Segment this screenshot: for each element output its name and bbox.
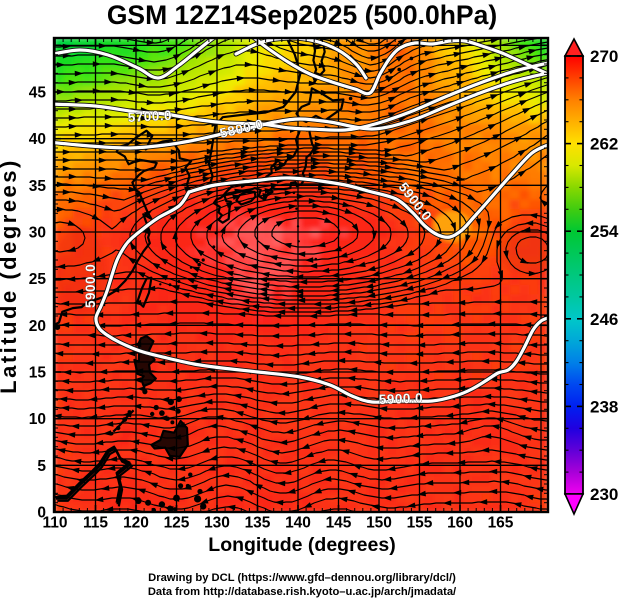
svg-text:Longitude (degrees): Longitude (degrees) bbox=[208, 534, 395, 556]
svg-text:120: 120 bbox=[123, 515, 149, 532]
svg-text:20: 20 bbox=[29, 318, 46, 335]
svg-text:160: 160 bbox=[447, 515, 473, 532]
svg-text:35: 35 bbox=[29, 178, 47, 195]
svg-text:Drawing by DCL (https://www.gf: Drawing by DCL (https://www.gfd–dennou.o… bbox=[148, 572, 456, 584]
svg-text:5900.0: 5900.0 bbox=[83, 264, 98, 308]
svg-text:40: 40 bbox=[29, 131, 46, 148]
svg-text:230: 230 bbox=[590, 485, 618, 504]
svg-text:262: 262 bbox=[590, 135, 618, 154]
svg-text:5900.0: 5900.0 bbox=[379, 390, 424, 407]
svg-text:Latitude (degrees): Latitude (degrees) bbox=[0, 158, 21, 394]
svg-text:110: 110 bbox=[42, 515, 67, 532]
svg-text:45: 45 bbox=[29, 85, 47, 102]
svg-text:15: 15 bbox=[29, 365, 47, 382]
svg-text:115: 115 bbox=[83, 515, 108, 532]
svg-text:Data from http://database.rish: Data from http://database.rish.kyoto–u.a… bbox=[148, 586, 456, 598]
svg-text:0: 0 bbox=[37, 505, 46, 522]
svg-text:30: 30 bbox=[29, 225, 46, 242]
svg-text:5700.0: 5700.0 bbox=[127, 108, 172, 125]
svg-text:10: 10 bbox=[29, 411, 46, 428]
svg-text:150: 150 bbox=[366, 515, 392, 532]
svg-text:125: 125 bbox=[164, 515, 190, 532]
svg-text:145: 145 bbox=[326, 515, 352, 532]
svg-text:165: 165 bbox=[488, 515, 514, 532]
svg-text:25: 25 bbox=[29, 271, 47, 288]
svg-text:135: 135 bbox=[245, 515, 271, 532]
svg-text:155: 155 bbox=[407, 515, 433, 532]
svg-text:254: 254 bbox=[590, 222, 619, 241]
svg-text:140: 140 bbox=[285, 515, 311, 532]
svg-text:238: 238 bbox=[590, 397, 618, 416]
svg-text:GSM 12Z14Sep2025 (500.0hPa): GSM 12Z14Sep2025 (500.0hPa) bbox=[107, 0, 497, 30]
svg-text:5: 5 bbox=[37, 458, 46, 475]
svg-text:130: 130 bbox=[204, 515, 230, 532]
svg-text:270: 270 bbox=[590, 47, 618, 66]
svg-text:246: 246 bbox=[590, 310, 618, 329]
